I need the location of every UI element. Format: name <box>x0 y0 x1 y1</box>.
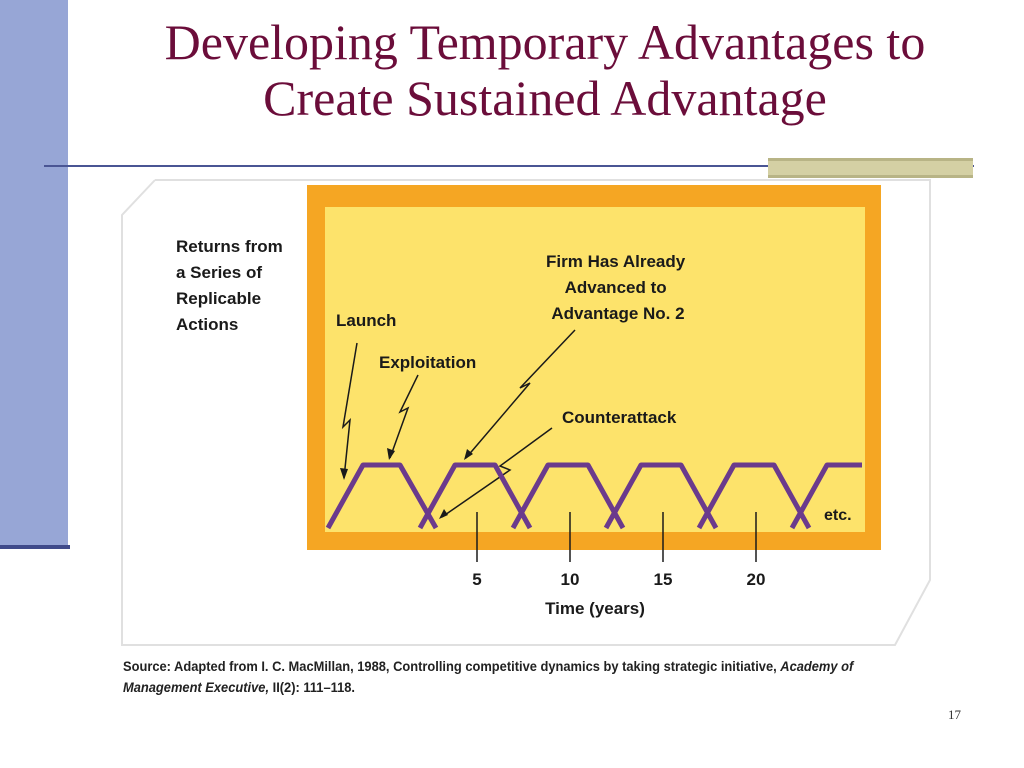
title-line-1: Developing Temporary Advantages to <box>164 14 926 70</box>
source-journal: Academy of Management Executive, <box>123 658 854 695</box>
firm-advanced-arrow <box>465 329 576 459</box>
launch-arrowhead <box>340 468 348 480</box>
launch-label: Launch <box>336 311 396 330</box>
advantage-curve-6 <box>789 462 862 530</box>
firm-advanced-line-1: Firm Has Already <box>546 252 686 271</box>
advantage-curve-1 <box>325 462 439 530</box>
counterattack-arrowhead <box>439 509 448 519</box>
x-axis-label: Time (years) <box>545 599 645 618</box>
y-label-line-1: Returns from <box>176 237 283 256</box>
sidebar-band-edge <box>0 545 70 549</box>
y-label-line-4: Actions <box>176 315 238 334</box>
y-label-line-3: Replicable <box>176 289 261 308</box>
slide-title: Developing Temporary Advantages to Creat… <box>80 14 1010 126</box>
firm-advanced-line-3: Advantage No. 2 <box>551 304 684 323</box>
advantage-curves <box>325 462 862 530</box>
y-axis-label: Returns from a Series of Replicable Acti… <box>176 237 287 334</box>
decorative-bar <box>768 158 973 178</box>
source-prefix: Source: Adapted from I. C. MacMillan, 19… <box>123 658 781 674</box>
tick-label-5: 5 <box>472 570 481 589</box>
launch-arrow <box>341 342 358 479</box>
firm-advanced-arrowhead <box>464 449 473 460</box>
advantage-curve-2 <box>417 462 533 530</box>
y-label-line-2: a Series of <box>176 263 262 282</box>
tick-label-15: 15 <box>654 570 673 589</box>
exploitation-label: Exploitation <box>379 353 476 372</box>
advantage-curve-4 <box>603 462 719 530</box>
tick-label-10: 10 <box>561 570 580 589</box>
advantage-curve-5 <box>696 462 812 530</box>
counterattack-label: Counterattack <box>562 408 677 427</box>
tick-label-20: 20 <box>747 570 766 589</box>
title-divider <box>44 165 974 167</box>
source-citation: Source: Adapted from I. C. MacMillan, 19… <box>123 656 877 698</box>
x-axis-ticks <box>476 512 757 562</box>
etc-label: etc. <box>824 507 852 524</box>
counterattack-arrow <box>441 427 553 518</box>
firm-advanced-label: Firm Has Already Advanced to Advantage N… <box>546 252 690 323</box>
title-line-2: Create Sustained Advantage <box>263 70 827 126</box>
advantage-curve-3 <box>510 462 626 530</box>
sidebar-band <box>0 0 68 545</box>
page-number: 17 <box>948 707 961 722</box>
source-suffix: II(2): 111–118. <box>269 679 355 695</box>
figure-frame <box>121 179 931 646</box>
firm-advanced-line-2: Advanced to <box>565 278 667 297</box>
exploitation-arrowhead <box>387 448 395 460</box>
exploitation-arrow <box>389 374 419 459</box>
